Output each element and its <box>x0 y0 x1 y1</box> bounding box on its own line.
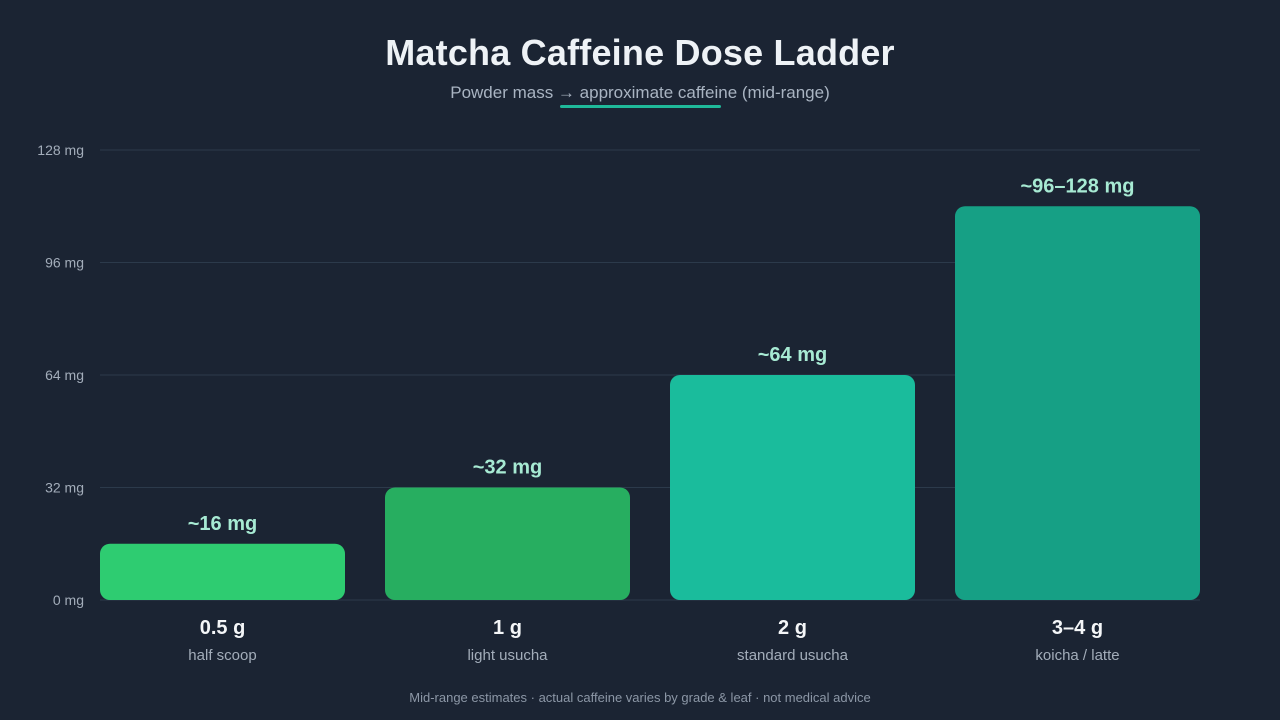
label-layer: ~16 mg 0.5 g half scoop ~32 mg 1 g light usuc… <box>188 175 1135 664</box>
y-tick-label: 96 mg <box>45 255 84 271</box>
bar <box>100 543 345 600</box>
chart-title: Matcha Caffeine Dose Ladder <box>385 32 895 73</box>
data-label: ~32 mg <box>473 457 542 479</box>
bar <box>670 375 915 600</box>
y-tick-label: 32 mg <box>45 480 84 496</box>
data-label: ~16 mg <box>188 513 257 535</box>
bar-layer <box>100 206 1200 600</box>
data-label: ~64 mg <box>758 344 827 366</box>
subtitle-underline <box>560 105 721 108</box>
x-tick-label: 3–4 g <box>1052 617 1103 639</box>
y-tick-label: 64 mg <box>45 367 84 383</box>
x-tick-sublabel: koicha / latte <box>1035 647 1119 664</box>
x-tick-label: 0.5 g <box>200 617 246 639</box>
data-label: ~96–128 mg <box>1021 175 1135 197</box>
y-tick-label: 0 mg <box>53 592 84 608</box>
chart-subtitle: Powder mass → approximate caffeine (mid-… <box>450 83 830 102</box>
x-tick-label: 1 g <box>493 617 522 639</box>
bar <box>385 487 630 600</box>
footnote: Mid-range estimates · actual caffeine va… <box>409 690 871 705</box>
x-tick-label: 2 g <box>778 617 807 639</box>
x-tick-sublabel: standard usucha <box>737 647 849 664</box>
x-tick-sublabel: half scoop <box>188 647 256 664</box>
x-tick-sublabel: light usucha <box>467 647 548 664</box>
bar <box>955 206 1200 600</box>
y-tick-label: 128 mg <box>37 142 84 158</box>
